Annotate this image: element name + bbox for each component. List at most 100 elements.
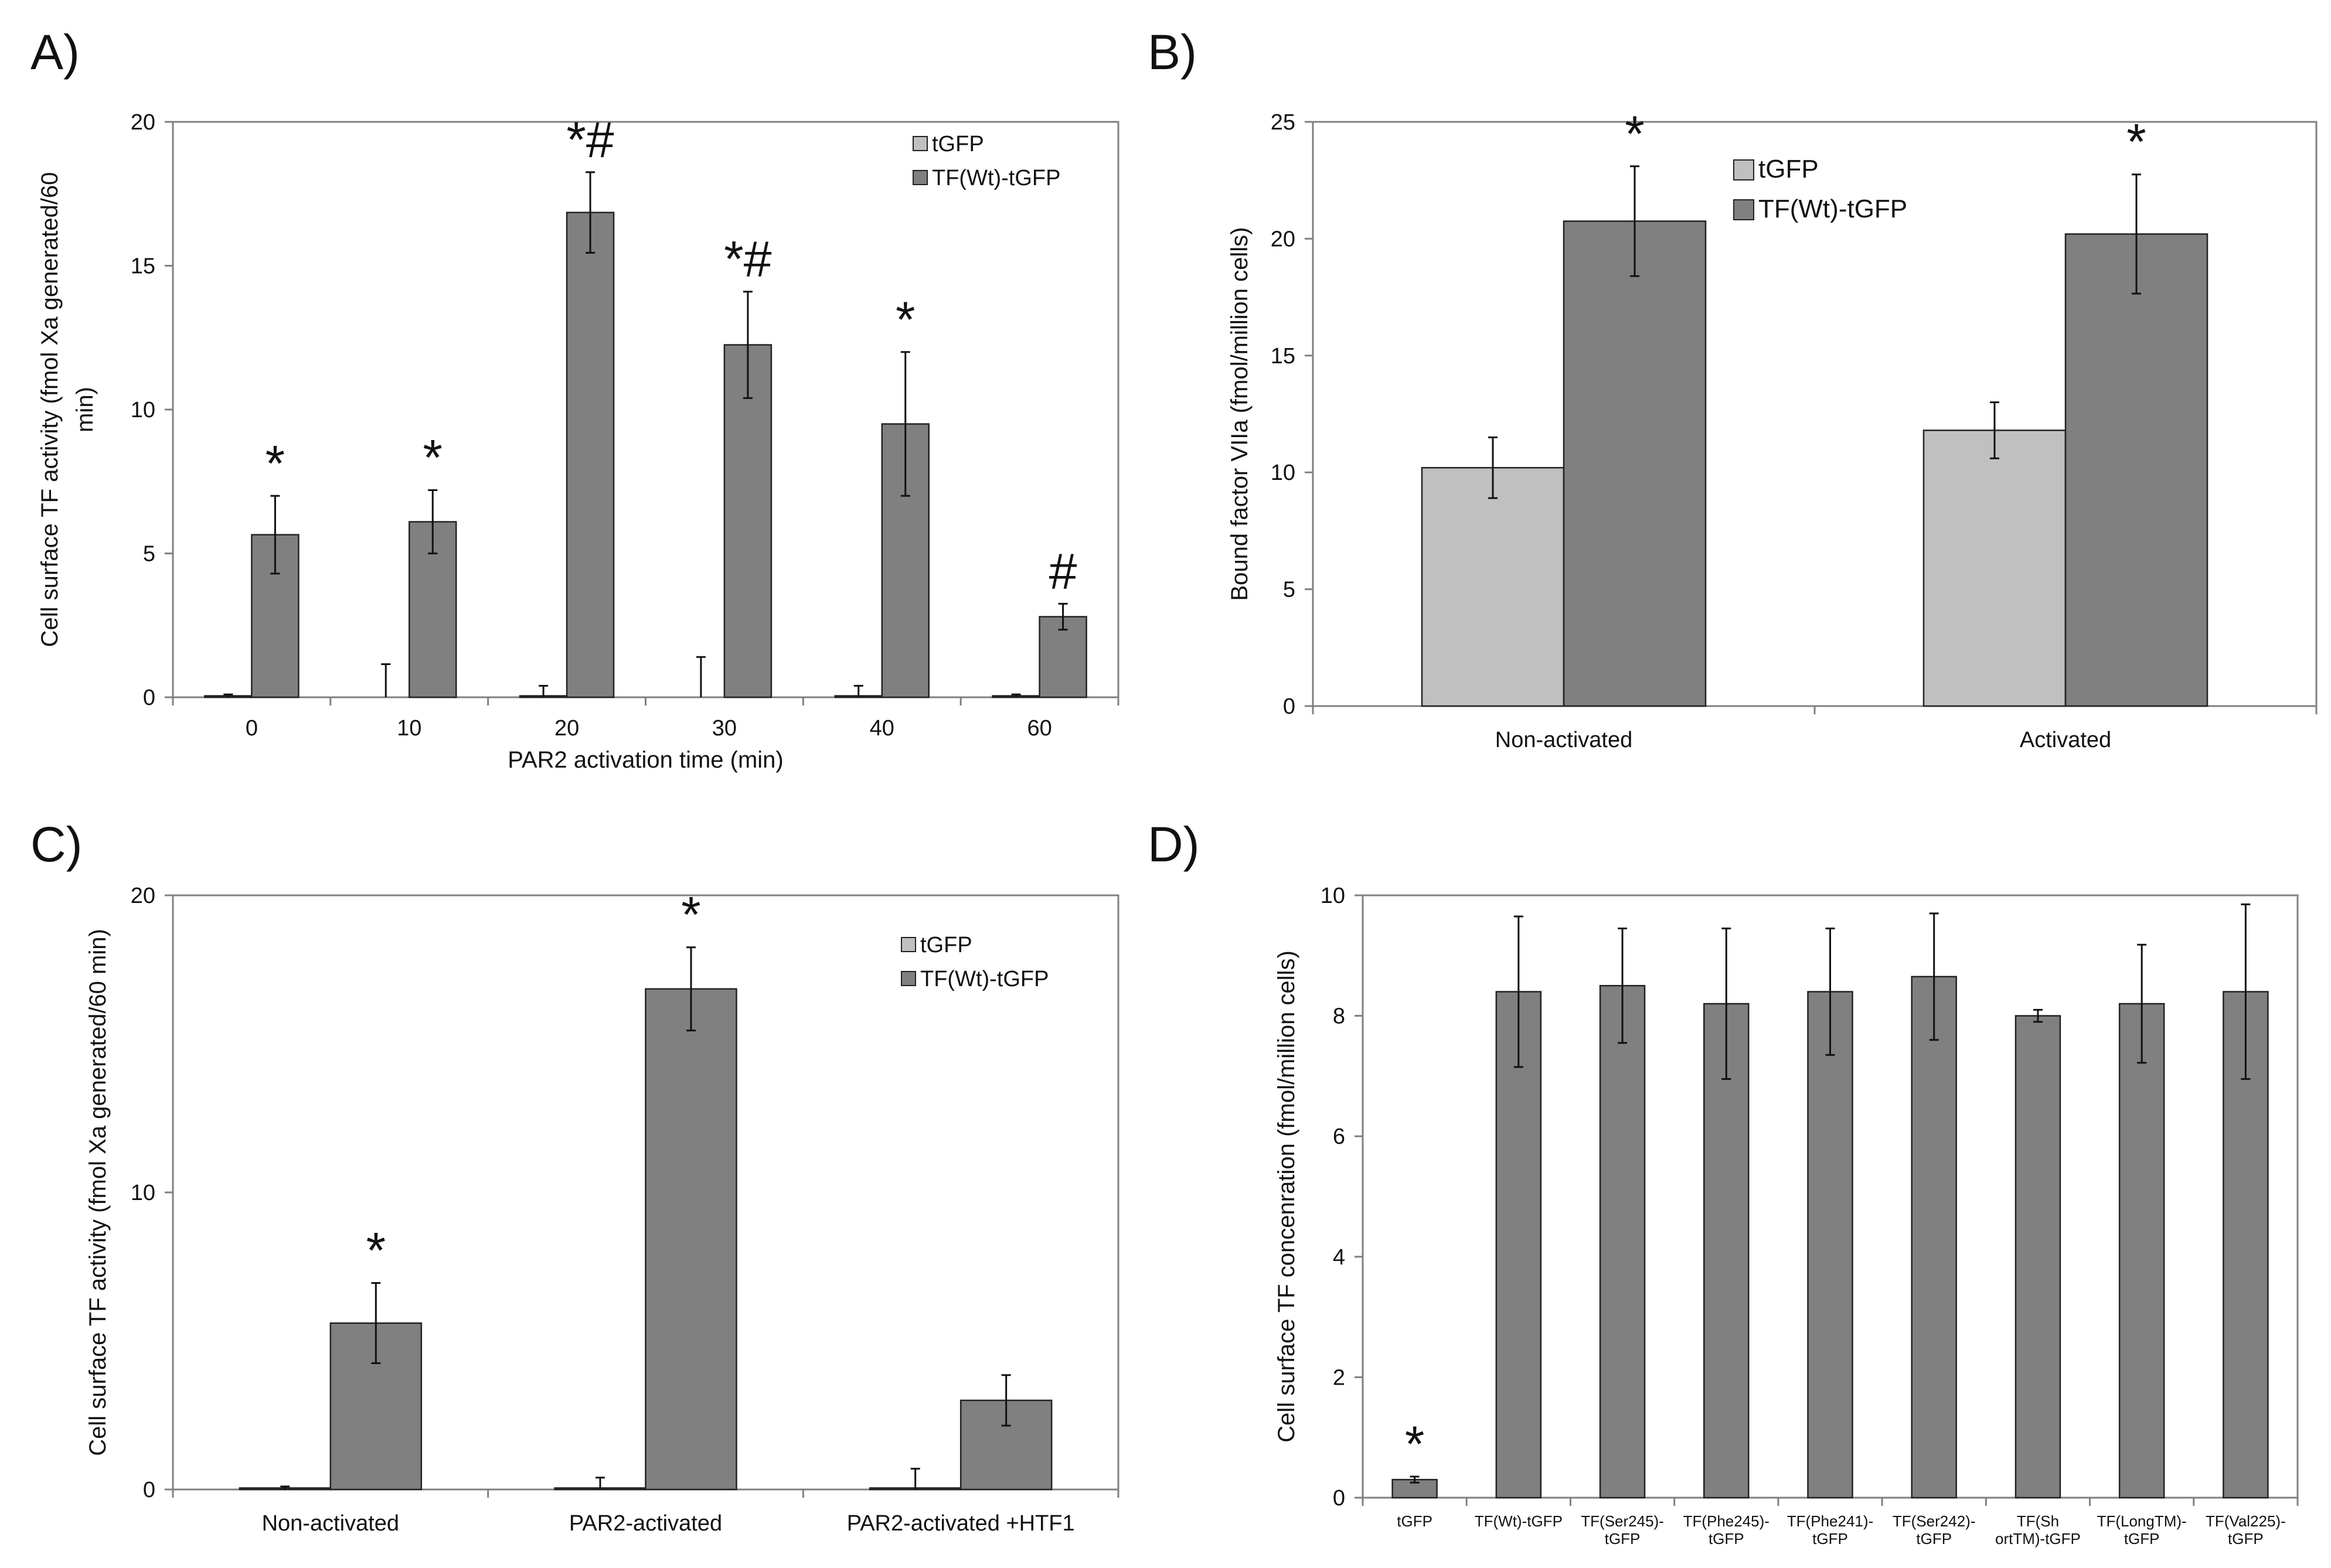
y-tick-label: 20 bbox=[131, 110, 155, 135]
x-category-label: TF(Phe241)- bbox=[1787, 1512, 1873, 1530]
legend-swatch bbox=[901, 971, 916, 986]
bar-tf-2 bbox=[566, 212, 615, 698]
significance-marker: * bbox=[366, 1223, 386, 1279]
legend-label: TF(Wt)-tGFP bbox=[1758, 195, 1907, 223]
bar-tf-4 bbox=[1807, 991, 1853, 1499]
error-bar bbox=[1630, 165, 1639, 277]
x-category-label: Non-activated bbox=[262, 1511, 399, 1536]
error-bar bbox=[270, 495, 280, 575]
y-tick-label: 2 bbox=[1333, 1365, 1345, 1390]
x-category-label: tGFP bbox=[1709, 1530, 1744, 1547]
legend: tGFP TF(Wt)-tGFP bbox=[913, 132, 1060, 190]
error-bar bbox=[223, 693, 233, 697]
x-category-label: tGFP bbox=[1812, 1530, 1848, 1547]
x-category-label: PAR2-activated +HTF1 bbox=[847, 1511, 1075, 1536]
error-bar bbox=[1618, 928, 1628, 1044]
bar-tf-7 bbox=[2118, 1003, 2165, 1499]
y-tick-label: 10 bbox=[131, 398, 155, 422]
significance-marker: # bbox=[1049, 543, 1077, 599]
error-bar bbox=[1513, 915, 1523, 1068]
x-category-label: 60 bbox=[1027, 716, 1051, 741]
significance-marker: * bbox=[423, 430, 443, 486]
error-bar bbox=[1721, 928, 1731, 1080]
x-category-label: 20 bbox=[554, 716, 579, 741]
error-bar bbox=[539, 684, 549, 697]
x-category-label: tGFP bbox=[1605, 1530, 1641, 1547]
bar-tf-6 bbox=[2014, 1015, 2061, 1499]
y-axis-title: Cell surface TF activity (fmol Xa genera… bbox=[85, 929, 111, 1456]
x-category-label: 10 bbox=[397, 716, 421, 741]
x-category-label: Non-activated bbox=[1495, 728, 1632, 752]
y-axis-title: min) bbox=[72, 387, 98, 432]
significance-marker: *# bbox=[566, 112, 614, 168]
bar-tf-5 bbox=[1911, 976, 1957, 1499]
y-tick-label: 0 bbox=[1283, 694, 1295, 719]
y-tick-label: 6 bbox=[1333, 1124, 1345, 1149]
error-bar bbox=[1825, 928, 1835, 1056]
error-bar bbox=[381, 663, 391, 697]
error-bar bbox=[910, 1468, 920, 1489]
x-category-label: Activated bbox=[2020, 728, 2111, 752]
y-tick-label: 0 bbox=[143, 686, 155, 710]
x-category-label: TF(LongTM)- bbox=[2097, 1512, 2187, 1530]
x-category-label: tGFP bbox=[2124, 1530, 2160, 1547]
x-category-label: 40 bbox=[870, 716, 894, 741]
legend-swatch bbox=[1733, 199, 1754, 220]
error-bar bbox=[371, 1282, 381, 1365]
error-bar bbox=[853, 684, 863, 697]
legend-swatch bbox=[913, 136, 928, 151]
panel-letter: C) bbox=[30, 817, 83, 872]
y-axis-title: Cell surface TF concenration (fmol/milli… bbox=[1274, 950, 1299, 1443]
bar-tf-4 bbox=[881, 423, 930, 698]
error-bar bbox=[1001, 1374, 1011, 1427]
bar-tf-1 bbox=[2064, 233, 2209, 707]
significance-marker: * bbox=[681, 887, 700, 943]
y-axis-title: Cell surface TF activity (fmol Xa genera… bbox=[37, 172, 63, 647]
panel-a: A) 0 5 10 15 20 * 0 * 10 *# 20 *# 30 * 40 #60 PAR2 activa… bbox=[30, 25, 1119, 773]
error-bar bbox=[686, 946, 696, 1032]
bar-tf-1 bbox=[645, 988, 737, 1491]
panel-c: C) 0 10 20 * Non-activated * PAR2-activated PAR2… bbox=[30, 817, 1119, 1536]
bar-tf-2 bbox=[1599, 984, 1646, 1499]
error-bar bbox=[900, 351, 910, 497]
error-bar bbox=[1990, 401, 1999, 459]
bar-tf-0 bbox=[1563, 220, 1707, 707]
legend-swatch bbox=[901, 937, 916, 952]
error-bar bbox=[696, 656, 706, 697]
bar-tgfp-1 bbox=[1922, 430, 2067, 707]
error-bar bbox=[280, 1485, 290, 1489]
legend-label: TF(Wt)-tGFP bbox=[932, 166, 1060, 190]
legend: tGFP TF(Wt)-tGFP bbox=[1733, 155, 1907, 223]
plot-frame bbox=[172, 121, 1119, 698]
panel-letter: D) bbox=[1148, 817, 1200, 872]
error-bar bbox=[2241, 903, 2251, 1080]
x-category-label: tGFP bbox=[2228, 1530, 2264, 1547]
panel-letter: A) bbox=[30, 25, 80, 80]
legend-label: TF(Wt)-tGFP bbox=[920, 967, 1049, 991]
panel-b: B) 0 5 10 15 20 25 * Non-activated * Activated Boun… bbox=[1148, 25, 2318, 752]
x-category-label: TF(Ser242)- bbox=[1893, 1512, 1976, 1530]
x-category-label: TF(Phe245)- bbox=[1683, 1512, 1769, 1530]
y-tick-label: 25 bbox=[1271, 110, 1295, 135]
y-tick-label: 20 bbox=[131, 884, 155, 908]
bar-tgfp-0 bbox=[1421, 466, 1565, 707]
error-bar bbox=[1011, 693, 1021, 697]
y-tick-label: 0 bbox=[143, 1478, 155, 1502]
error-bar bbox=[1488, 436, 1498, 499]
significance-marker: * bbox=[896, 292, 915, 348]
significance-marker: * bbox=[1405, 1416, 1424, 1472]
error-bar bbox=[595, 1477, 605, 1489]
y-tick-label: 8 bbox=[1333, 1004, 1345, 1029]
legend: tGFP TF(Wt)-tGFP bbox=[901, 933, 1049, 991]
error-bar bbox=[1929, 912, 1939, 1041]
y-tick-label: 4 bbox=[1333, 1245, 1345, 1270]
x-category-label: tGFP bbox=[1916, 1530, 1952, 1547]
y-tick-label: 10 bbox=[1321, 884, 1345, 908]
error-bar bbox=[428, 489, 438, 554]
error-bar bbox=[2137, 943, 2147, 1064]
x-category-label: TF(Sh bbox=[2017, 1512, 2059, 1530]
error-bar bbox=[1410, 1475, 1420, 1484]
x-category-label: 30 bbox=[712, 716, 737, 741]
